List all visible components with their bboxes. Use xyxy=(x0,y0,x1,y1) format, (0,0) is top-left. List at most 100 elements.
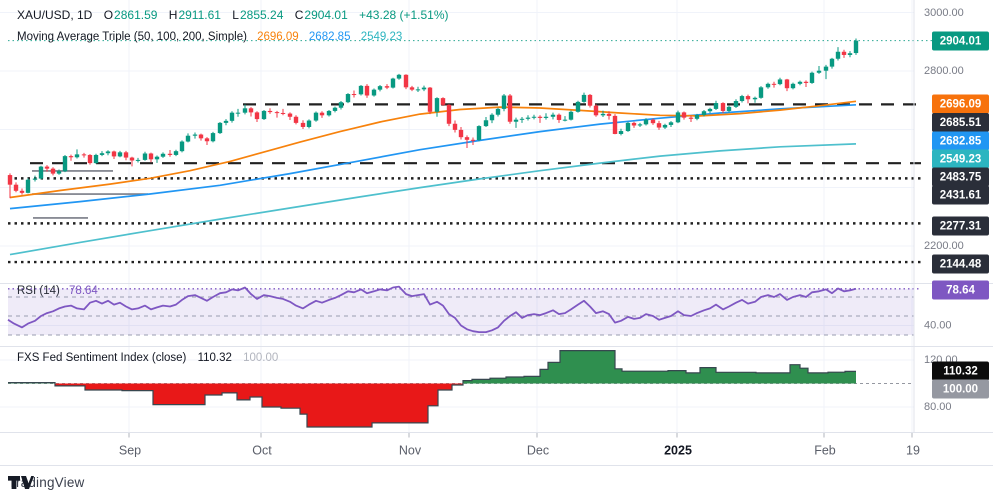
candle-body xyxy=(816,70,822,73)
candle-body xyxy=(74,154,80,158)
candle-body xyxy=(44,166,50,169)
ohlc-open-label: O xyxy=(103,8,114,22)
level-lines[interactable] xyxy=(8,40,989,264)
ohlc-close-value: 2904.01 xyxy=(304,8,348,22)
candle-body xyxy=(32,178,38,180)
ma-triple-legend[interactable]: Moving Average Triple (50, 100, 200, Sim… xyxy=(17,31,402,43)
candle-body xyxy=(377,86,383,90)
candles[interactable] xyxy=(7,38,859,199)
candle-body xyxy=(771,83,777,85)
fxs-legend[interactable]: FXS Fed Sentiment Index (close) 110.32 1… xyxy=(17,352,278,364)
time-axis-label: Nov xyxy=(399,443,422,457)
candle-body xyxy=(440,98,446,105)
fxs-outline xyxy=(8,350,856,428)
candle-body xyxy=(543,116,549,118)
fxs-pane[interactable] xyxy=(8,350,914,428)
candle-body xyxy=(192,134,198,136)
candle-body xyxy=(56,171,62,174)
candle-body xyxy=(694,115,700,119)
rsi-line xyxy=(7,285,857,333)
time-axis[interactable]: Sep Oct Nov Dec 2025 Feb 19 xyxy=(119,433,920,457)
candle-body xyxy=(758,87,764,98)
candle-body xyxy=(650,119,656,124)
candle-body xyxy=(62,156,68,172)
candle-body xyxy=(575,101,581,112)
candle-body xyxy=(229,112,235,121)
price-axis-label: 2800.00 xyxy=(924,65,964,77)
rsi-pane[interactable] xyxy=(7,285,921,336)
candle-body xyxy=(267,110,273,113)
candle-body xyxy=(656,123,662,128)
candle-body xyxy=(371,89,377,96)
rsi-legend[interactable]: RSI (14) 78.64 xyxy=(17,285,98,297)
price-axis-label: 2200.00 xyxy=(924,240,964,252)
symbol-legend[interactable]: XAU/USD, 1D O2861.59 H2911.61 L2855.24 C… xyxy=(17,8,449,22)
candle-body xyxy=(93,154,99,164)
candle-body xyxy=(319,112,325,116)
candle-body xyxy=(242,108,248,113)
candle-body xyxy=(427,87,433,112)
candle-body xyxy=(7,175,13,185)
change-value: +43.28 (+1.51%) xyxy=(359,8,449,22)
ohlc-high-value: 2911.61 xyxy=(178,8,221,22)
candle-body xyxy=(823,66,829,71)
price-badge-bg xyxy=(932,361,989,381)
candle-body xyxy=(476,126,482,141)
candle-body xyxy=(841,51,847,55)
price-badge: 2904.01 xyxy=(932,31,989,51)
candle-body xyxy=(458,129,464,138)
candle-body xyxy=(637,124,643,126)
candle-body xyxy=(784,79,790,89)
candle-body xyxy=(179,141,185,152)
ma50-value: 2696.09 xyxy=(257,31,299,43)
candle-body xyxy=(217,122,223,134)
candle-body xyxy=(235,112,241,114)
candle-body xyxy=(625,122,631,132)
candle-body xyxy=(111,151,117,157)
candle-body xyxy=(720,103,726,111)
candle-body xyxy=(600,113,606,116)
candle-body xyxy=(835,51,841,59)
candle-body xyxy=(248,108,254,113)
candle-body xyxy=(713,103,719,109)
price-badge-bg xyxy=(932,131,989,151)
candle-body xyxy=(358,85,364,95)
price-badge: 2431.61 xyxy=(932,185,989,205)
candle-body xyxy=(185,135,191,142)
candle-body xyxy=(581,94,587,102)
candle-body xyxy=(452,123,458,130)
candle-body xyxy=(853,40,859,54)
candle-body xyxy=(434,98,440,112)
price-axis[interactable]: 3000.002800.002200.0040.00120.0080.00290… xyxy=(924,7,989,413)
candle-body xyxy=(809,72,815,83)
price-badge-bg xyxy=(932,216,989,236)
candle-body xyxy=(129,157,135,161)
candle-body xyxy=(797,81,803,84)
time-axis-label: Dec xyxy=(527,443,549,457)
candle-body xyxy=(681,112,687,118)
candle-body xyxy=(390,78,396,88)
price-badge-bg xyxy=(932,31,989,51)
candle-body xyxy=(167,153,173,155)
price-badge: 2682.85 xyxy=(932,131,989,151)
candle-body xyxy=(123,152,129,158)
candle-body xyxy=(300,122,306,127)
price-badge: 2696.09 xyxy=(932,94,989,114)
price-badge-bg xyxy=(932,113,989,132)
candle-body xyxy=(25,179,31,193)
time-axis-label: Feb xyxy=(814,443,836,457)
candle-body xyxy=(117,152,123,157)
candle-body xyxy=(612,115,618,134)
candle-body xyxy=(421,87,427,90)
price-badge-bg xyxy=(932,167,989,187)
time-axis-label: 19 xyxy=(906,443,920,457)
candle-body xyxy=(733,101,739,107)
candle-body xyxy=(364,85,370,96)
tradingview-logo[interactable]: TradingView xyxy=(8,475,85,490)
candle-body xyxy=(261,110,267,120)
candle-body xyxy=(223,120,229,123)
candle-body xyxy=(593,105,599,116)
candle-body xyxy=(50,168,56,174)
price-badge: 2483.75 xyxy=(932,167,989,187)
